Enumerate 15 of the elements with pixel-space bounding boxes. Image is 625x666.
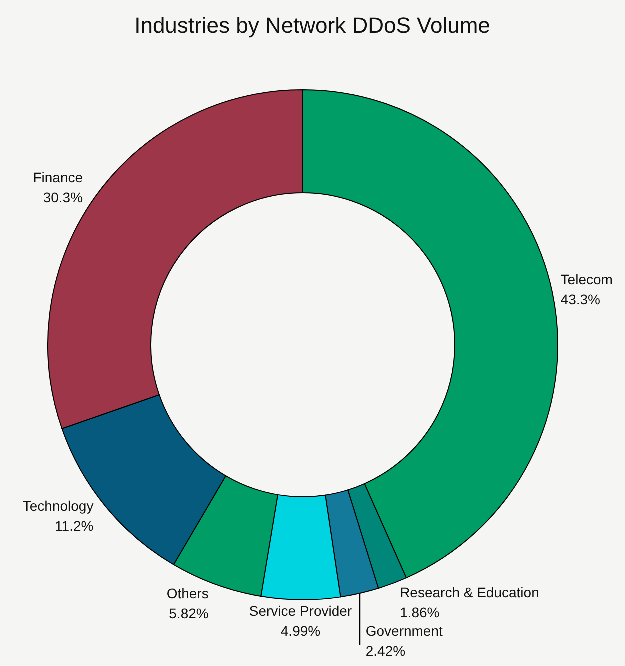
slice-label: Technology — [22, 498, 94, 514]
slice-label: Government — [366, 623, 444, 639]
data-label: 2.42% — [366, 643, 406, 659]
slice-label: Service Provider — [249, 602, 352, 619]
data-label: 4.99% — [280, 622, 321, 639]
data-label: 5.82% — [169, 605, 209, 622]
slice-label: Finance — [33, 170, 84, 186]
slice-label: Others — [166, 585, 209, 602]
data-label: 30.3% — [43, 190, 84, 206]
data-label: 11.2% — [55, 518, 94, 534]
slice-label: Research & Education — [400, 584, 540, 600]
chart-title: Industries by Network DDoS Volume — [134, 13, 490, 38]
slice-label: Telecom — [560, 271, 613, 288]
data-label: 43.3% — [560, 291, 600, 308]
data-label: 1.86% — [400, 604, 440, 620]
